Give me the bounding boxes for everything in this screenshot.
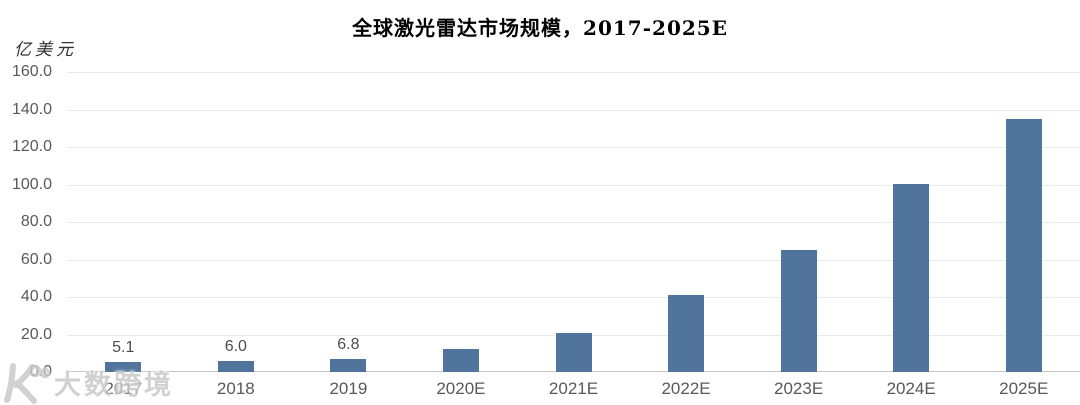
- bar-2018: [218, 361, 254, 372]
- dashu-kuajing-logo-icon: [4, 363, 50, 404]
- bar-2022E: [668, 295, 704, 372]
- chart-title: 全球激光雷达市场规模，2017-2025E: [352, 16, 728, 40]
- watermark-text: 大数跨境: [54, 369, 174, 401]
- data-label-2018: 6.0: [224, 338, 247, 355]
- x-tick-label-2022E: 2022E: [661, 379, 711, 398]
- gridline: [67, 297, 1080, 298]
- bar-2025E: [1006, 119, 1042, 372]
- y-axis-tick-labels: 160.0 140.0 120.0 100.0 80.0 60.0 40.0 20.0 0.0: [0, 63, 52, 380]
- x-tick-label-2020E: 2020E: [436, 379, 486, 398]
- bar-2023E: [781, 250, 817, 372]
- bar-2017: [105, 362, 141, 372]
- x-tick-label-2021E: 2021E: [548, 379, 599, 398]
- bar-2021E: [556, 333, 592, 372]
- gridline: [67, 260, 1080, 261]
- y-tick-label: 40.0: [20, 288, 52, 305]
- gridline: [67, 147, 1080, 148]
- y-tick-label: 60.0: [20, 251, 52, 268]
- y-tick-label: 140.0: [11, 101, 52, 118]
- y-axis-unit-label: 亿美元: [14, 40, 77, 60]
- y-tick-label: 120.0: [11, 138, 52, 155]
- y-tick-label: 20.0: [20, 326, 52, 343]
- gridline: [67, 110, 1080, 111]
- plot-area: 5.1 6.0 6.8: [67, 72, 1080, 372]
- x-tick-label-2017: 2017: [104, 379, 143, 398]
- gridline: [67, 72, 1080, 73]
- x-tick-label-2019: 2019: [329, 379, 368, 398]
- bar-2024E: [893, 184, 929, 372]
- bar-2020E: [443, 349, 479, 372]
- gridline: [67, 222, 1080, 223]
- data-label-2017: 5.1: [112, 339, 135, 356]
- gridline: [67, 185, 1080, 186]
- x-tick-label-2024E: 2024E: [886, 379, 936, 398]
- x-tick-label-2018: 2018: [216, 379, 255, 398]
- x-tick-label-2025E: 2025E: [999, 379, 1049, 398]
- y-tick-label: 160.0: [11, 63, 52, 80]
- data-label-2019: 6.8: [337, 336, 360, 353]
- bar-2019: [330, 359, 366, 372]
- x-tick-label-2023E: 2023E: [774, 379, 824, 398]
- x-axis-labels: 2017 2018 2019 2020E 2021E 2022E 2023E 2024E 202…: [67, 379, 1080, 401]
- watermark: 大数跨境: [2, 360, 174, 404]
- y-tick-label: 80.0: [20, 213, 52, 230]
- y-tick-label: 100.0: [11, 176, 52, 193]
